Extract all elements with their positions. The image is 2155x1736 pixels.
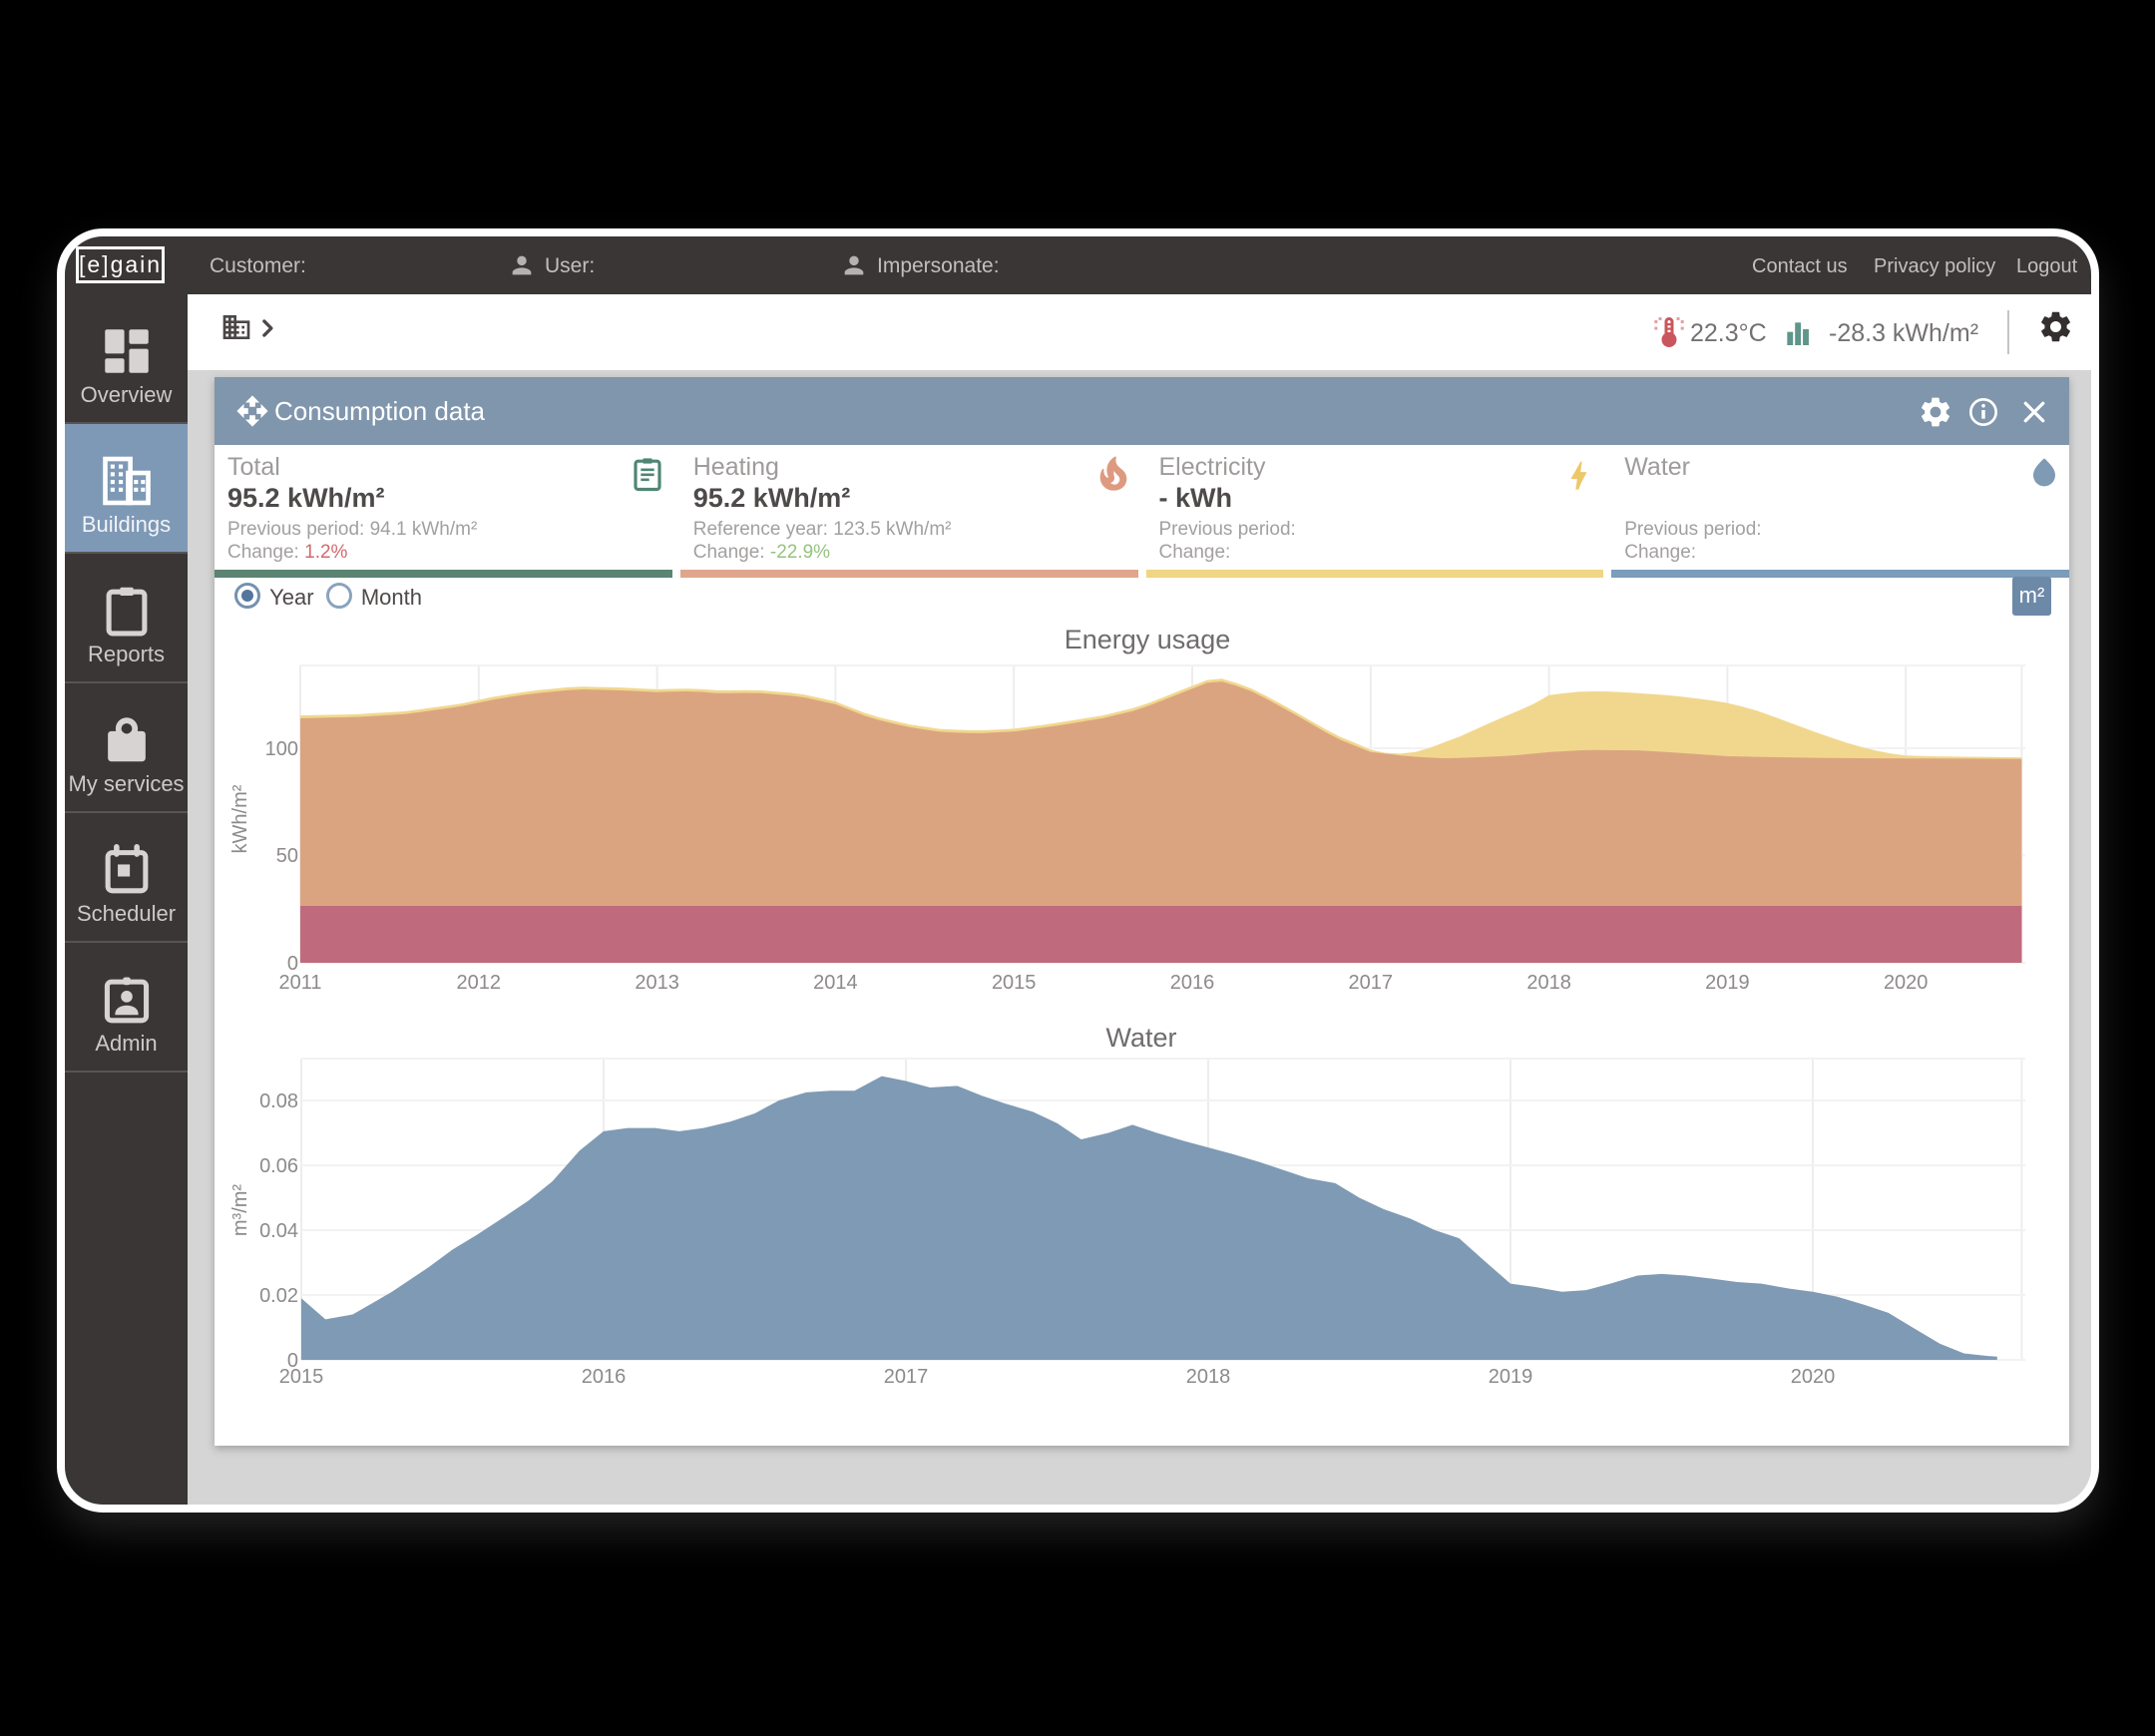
svg-text:2015: 2015 xyxy=(992,972,1037,994)
svg-text:kWh/m²: kWh/m² xyxy=(229,784,251,853)
svg-text:2015: 2015 xyxy=(279,1366,324,1388)
svg-text:0.08: 0.08 xyxy=(259,1090,298,1112)
svg-text:2020: 2020 xyxy=(1884,972,1929,994)
svg-text:2018: 2018 xyxy=(1526,972,1571,994)
svg-text:Water: Water xyxy=(1105,1023,1176,1053)
svg-text:2014: 2014 xyxy=(813,972,858,994)
svg-text:2020: 2020 xyxy=(1791,1366,1836,1388)
svg-text:2013: 2013 xyxy=(635,972,679,994)
svg-text:50: 50 xyxy=(276,845,298,867)
svg-text:2012: 2012 xyxy=(457,972,502,994)
svg-text:2016: 2016 xyxy=(582,1366,627,1388)
svg-text:0.04: 0.04 xyxy=(259,1220,298,1242)
svg-text:2018: 2018 xyxy=(1186,1366,1231,1388)
svg-text:100: 100 xyxy=(265,738,298,760)
svg-text:2016: 2016 xyxy=(1170,972,1215,994)
svg-text:0: 0 xyxy=(287,1350,298,1372)
svg-text:0.06: 0.06 xyxy=(259,1155,298,1177)
svg-text:2017: 2017 xyxy=(1349,972,1394,994)
svg-text:0: 0 xyxy=(287,953,298,975)
svg-text:0.02: 0.02 xyxy=(259,1285,298,1307)
svg-text:m³/m²: m³/m² xyxy=(229,1184,251,1237)
svg-text:2017: 2017 xyxy=(884,1366,929,1388)
svg-text:2019: 2019 xyxy=(1489,1366,1533,1388)
svg-text:2019: 2019 xyxy=(1705,972,1750,994)
svg-text:Energy usage: Energy usage xyxy=(1065,625,1231,654)
svg-text:2011: 2011 xyxy=(278,972,321,994)
